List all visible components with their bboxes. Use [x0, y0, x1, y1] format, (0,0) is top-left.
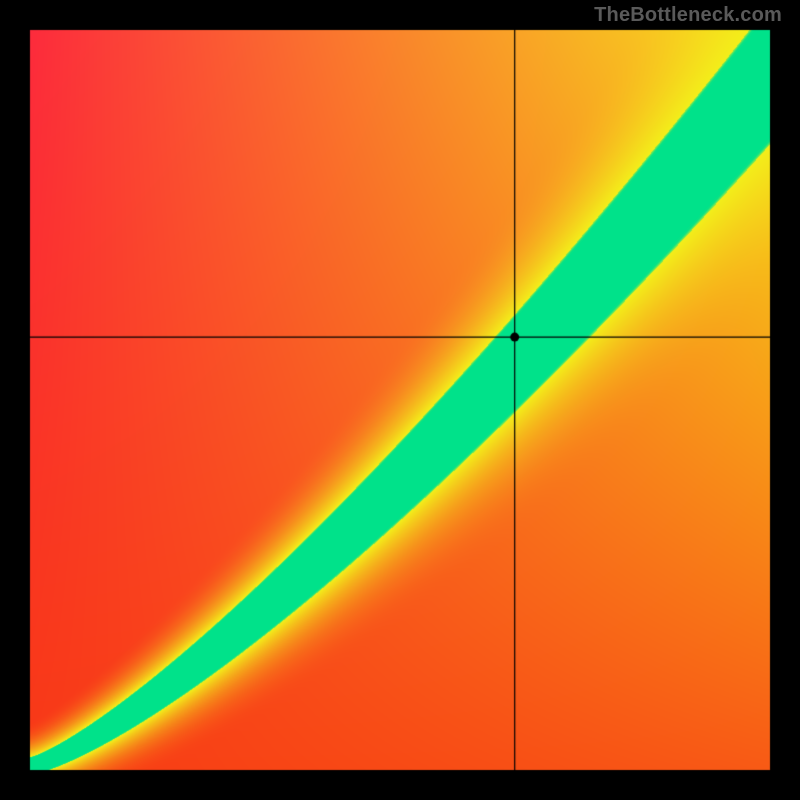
watermark-text: TheBottleneck.com: [594, 4, 782, 27]
bottleneck-heatmap: [0, 0, 800, 800]
chart-container: { "watermark": { "text": "TheBottleneck.…: [0, 0, 800, 800]
